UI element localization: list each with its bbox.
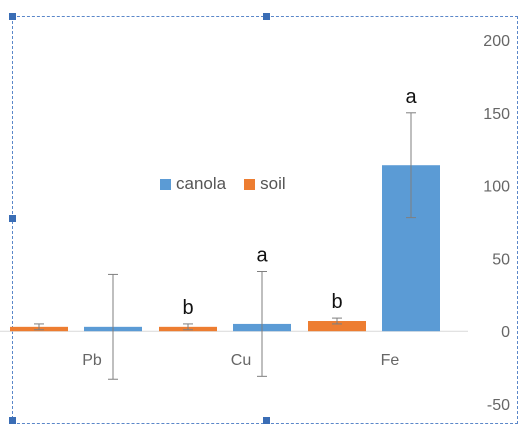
resize-handle-bottom-left[interactable] (9, 417, 16, 424)
resize-handle-middle-left[interactable] (9, 215, 16, 222)
legend-item-canola: canola (160, 174, 226, 194)
legend: canola soil (160, 174, 298, 194)
resize-handle-bottom-center[interactable] (263, 417, 270, 424)
y-tick-label: 0 (501, 324, 510, 341)
y-tick-label: -50 (487, 397, 510, 414)
legend-swatch-soil (244, 178, 256, 190)
bar-soil-Fe (308, 321, 366, 332)
y-tick-label: 150 (483, 106, 510, 123)
y-tick-label: 100 (483, 179, 510, 196)
x-category-label: Pb (82, 352, 102, 369)
x-category-label: Fe (381, 352, 400, 369)
significance-letter-canola-Cu: a (256, 245, 268, 267)
y-tick-label: 50 (492, 251, 510, 268)
legend-label-canola: canola (176, 174, 227, 193)
legend-swatch-canola (160, 178, 171, 190)
significance-letter-canola-Fe: a (405, 86, 417, 108)
resize-handle-top-left[interactable] (9, 13, 16, 20)
significance-letter-soil-Cu: b (182, 297, 193, 319)
chart-frame[interactable] (9, 13, 518, 424)
legend-label-soil: soil (260, 174, 286, 193)
significance-letter-soil-Fe: b (331, 291, 342, 313)
resize-handle-top-center[interactable] (263, 13, 270, 20)
x-category-label: Cu (231, 352, 251, 369)
y-tick-label: 200 (483, 33, 510, 50)
legend-item-soil: soil (244, 174, 286, 194)
